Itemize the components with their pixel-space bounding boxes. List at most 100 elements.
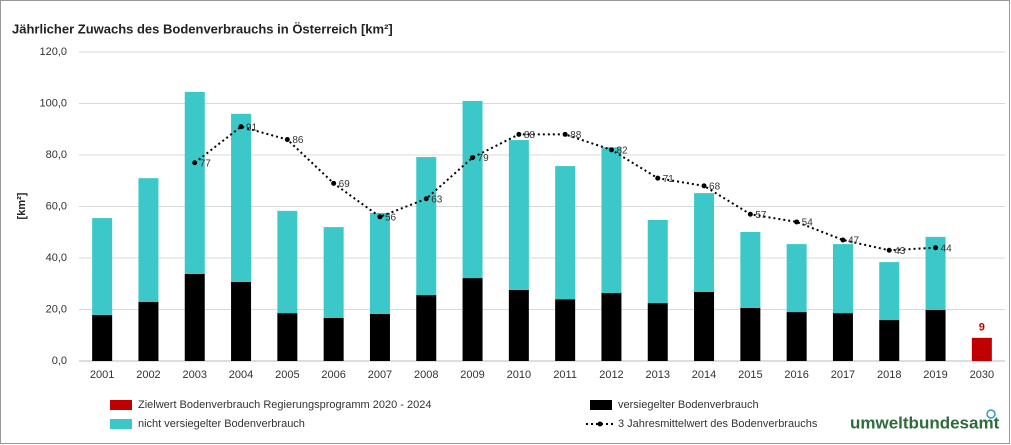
bar xyxy=(138,301,159,361)
bar xyxy=(879,320,900,361)
legend-swatch xyxy=(597,421,603,427)
line-marker xyxy=(794,219,800,225)
x-tick-label: 2013 xyxy=(646,369,670,381)
data-label: 9 xyxy=(979,322,985,334)
y-tick-label: 100,0 xyxy=(39,97,67,109)
bar xyxy=(786,244,807,313)
bar xyxy=(369,212,390,314)
bar xyxy=(508,289,529,361)
x-tick-label: 2018 xyxy=(877,369,901,381)
data-label: 56 xyxy=(385,212,397,223)
bar xyxy=(92,314,113,361)
bar xyxy=(694,291,715,361)
data-label: 79 xyxy=(478,153,490,164)
line-marker xyxy=(377,214,383,220)
data-label: 82 xyxy=(616,145,628,156)
legend-label: Zielwert Bodenverbrauch Regierungsprogra… xyxy=(138,399,432,411)
line-marker xyxy=(701,183,707,189)
x-tick-label: 2019 xyxy=(923,369,947,381)
legend-swatch xyxy=(590,400,612,410)
x-tick-label: 2007 xyxy=(368,369,392,381)
line-marker xyxy=(655,175,661,181)
data-label: 54 xyxy=(802,218,814,229)
line-marker xyxy=(423,196,429,202)
line-marker xyxy=(562,131,568,137)
bar xyxy=(832,244,853,314)
x-tick-label: 2008 xyxy=(414,369,438,381)
data-label: 47 xyxy=(848,236,860,247)
bar xyxy=(184,273,205,361)
line-marker xyxy=(470,155,476,161)
bar xyxy=(971,337,992,361)
line-marker xyxy=(608,147,614,153)
x-tick-label: 2006 xyxy=(321,369,345,381)
data-label: 88 xyxy=(570,130,582,141)
data-label: 68 xyxy=(709,182,721,193)
legend-label: nicht versiegelter Bodenverbrauch xyxy=(138,418,305,430)
bar xyxy=(369,313,390,361)
bar xyxy=(92,218,113,315)
line-marker xyxy=(284,137,290,143)
x-tick-label: 2017 xyxy=(831,369,855,381)
logo-mark xyxy=(986,409,996,419)
x-tick-label: 2010 xyxy=(507,369,531,381)
y-tick-label: 80,0 xyxy=(46,149,67,161)
x-tick-label: 2003 xyxy=(183,369,207,381)
logo: umweltbundesamt xyxy=(850,413,1000,432)
bar xyxy=(462,100,483,279)
line-marker xyxy=(192,160,198,166)
data-label: 57 xyxy=(755,210,767,221)
bar xyxy=(925,310,946,361)
legend-swatch xyxy=(110,419,132,429)
data-label: 88 xyxy=(524,130,536,141)
x-tick-label: 2015 xyxy=(738,369,762,381)
y-tick-label: 120,0 xyxy=(39,46,67,58)
bar xyxy=(694,193,715,292)
line xyxy=(194,125,936,252)
bar xyxy=(277,313,298,361)
legend-label: versiegelter Bodenverbrauch xyxy=(618,399,759,411)
data-label: 69 xyxy=(339,179,351,190)
x-tick-label: 2001 xyxy=(90,369,114,381)
bar xyxy=(647,219,668,304)
x-tick-label: 2005 xyxy=(275,369,299,381)
bar xyxy=(231,113,252,282)
y-tick-label: 60,0 xyxy=(46,200,67,212)
line-marker xyxy=(238,124,244,130)
bar xyxy=(786,312,807,361)
line-marker xyxy=(747,211,753,217)
data-label: 63 xyxy=(431,194,443,205)
bar xyxy=(740,307,761,361)
bar xyxy=(184,91,205,274)
bar xyxy=(231,281,252,361)
x-tick-label: 2004 xyxy=(229,369,253,381)
bar xyxy=(277,210,298,314)
bar xyxy=(555,166,576,300)
line-marker xyxy=(840,237,846,243)
bar xyxy=(879,262,900,321)
chart-title: Jährlicher Zuwachs des Bodenverbrauchs i… xyxy=(12,21,393,36)
bar xyxy=(416,157,437,296)
bar xyxy=(323,317,344,361)
legend-label: 3 Jahresmittelwert des Bodenverbrauchs xyxy=(618,418,818,430)
bar xyxy=(323,227,344,318)
y-axis-label: [km²] xyxy=(16,192,28,219)
data-label: 43 xyxy=(894,246,906,257)
y-tick-label: 40,0 xyxy=(46,252,67,264)
bar xyxy=(740,231,761,308)
data-label: 77 xyxy=(200,158,212,169)
bar xyxy=(138,178,159,302)
x-tick-label: 2011 xyxy=(553,369,577,381)
data-label: 91 xyxy=(246,122,258,133)
x-tick-label: 2009 xyxy=(460,369,484,381)
line-marker xyxy=(516,131,522,137)
y-tick-label: 0,0 xyxy=(52,355,67,367)
x-tick-label: 2016 xyxy=(784,369,808,381)
bar xyxy=(416,295,437,361)
x-tick-label: 2030 xyxy=(970,369,994,381)
bar xyxy=(462,278,483,361)
data-label: 71 xyxy=(663,174,675,185)
line-marker xyxy=(331,180,337,186)
bar xyxy=(925,236,946,311)
